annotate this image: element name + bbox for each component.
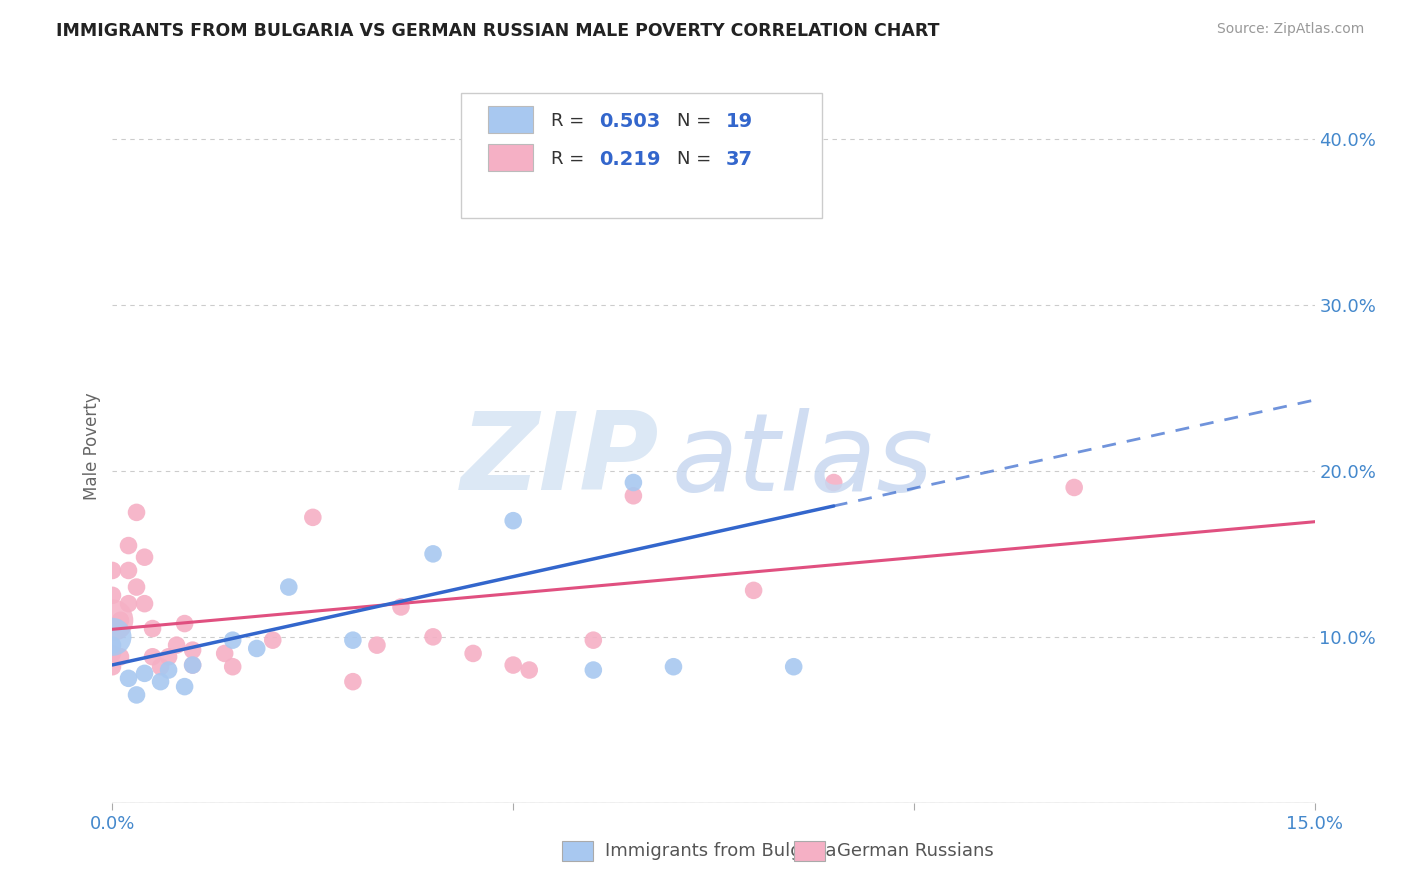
Point — [277, 580, 299, 594]
Point — [422, 630, 444, 644]
Point — [782, 659, 804, 673]
Point — [621, 489, 644, 503]
Point — [117, 671, 139, 685]
Text: N =: N = — [678, 112, 717, 130]
Point — [141, 622, 163, 636]
Text: ZIP: ZIP — [461, 408, 659, 513]
Text: R =: R = — [551, 112, 591, 130]
Point — [117, 564, 139, 578]
Text: R =: R = — [551, 150, 591, 168]
Point — [110, 613, 132, 627]
Point — [582, 633, 605, 648]
Point — [342, 674, 364, 689]
Point — [181, 658, 204, 673]
Point — [173, 616, 195, 631]
Point — [823, 475, 845, 490]
Text: 0.503: 0.503 — [599, 112, 661, 131]
Point — [134, 550, 156, 565]
Point — [117, 597, 139, 611]
Point — [214, 647, 236, 661]
Point — [342, 633, 364, 648]
Point — [110, 649, 132, 664]
Point — [262, 633, 284, 648]
Point — [125, 580, 148, 594]
Text: Source: ZipAtlas.com: Source: ZipAtlas.com — [1216, 22, 1364, 37]
Point — [246, 641, 269, 656]
Point — [101, 564, 124, 578]
Point — [389, 599, 412, 614]
Point — [166, 638, 188, 652]
Point — [222, 633, 245, 648]
Point — [582, 663, 605, 677]
Text: 37: 37 — [725, 150, 752, 169]
Point — [543, 182, 565, 196]
Point — [101, 659, 124, 673]
Text: Immigrants from Bulgaria: Immigrants from Bulgaria — [605, 842, 837, 860]
Point — [1063, 481, 1085, 495]
Text: N =: N = — [678, 150, 717, 168]
Point — [101, 630, 124, 644]
FancyBboxPatch shape — [488, 106, 533, 134]
Point — [181, 643, 204, 657]
Point — [662, 659, 685, 673]
Point — [461, 647, 484, 661]
Point — [125, 688, 148, 702]
Point — [101, 638, 124, 652]
Text: atlas: atlas — [672, 408, 934, 513]
Point — [101, 647, 124, 661]
Text: 0.219: 0.219 — [599, 150, 661, 169]
Point — [422, 547, 444, 561]
Point — [302, 510, 325, 524]
Point — [141, 649, 163, 664]
Point — [621, 475, 644, 490]
Point — [742, 583, 765, 598]
Point — [149, 659, 172, 673]
Point — [134, 597, 156, 611]
Point — [125, 505, 148, 519]
FancyBboxPatch shape — [461, 93, 821, 218]
Point — [101, 613, 124, 627]
Text: 19: 19 — [725, 112, 752, 131]
Point — [181, 658, 204, 673]
Point — [173, 680, 195, 694]
Point — [101, 588, 124, 602]
Point — [134, 666, 156, 681]
Point — [502, 658, 524, 673]
Point — [517, 663, 540, 677]
Point — [157, 663, 180, 677]
Y-axis label: Male Poverty: Male Poverty — [83, 392, 101, 500]
Point — [157, 649, 180, 664]
Text: IMMIGRANTS FROM BULGARIA VS GERMAN RUSSIAN MALE POVERTY CORRELATION CHART: IMMIGRANTS FROM BULGARIA VS GERMAN RUSSI… — [56, 22, 939, 40]
Point — [117, 539, 139, 553]
Point — [222, 659, 245, 673]
Text: German Russians: German Russians — [837, 842, 993, 860]
Point — [366, 638, 388, 652]
FancyBboxPatch shape — [488, 145, 533, 171]
Point — [149, 674, 172, 689]
Point — [502, 514, 524, 528]
